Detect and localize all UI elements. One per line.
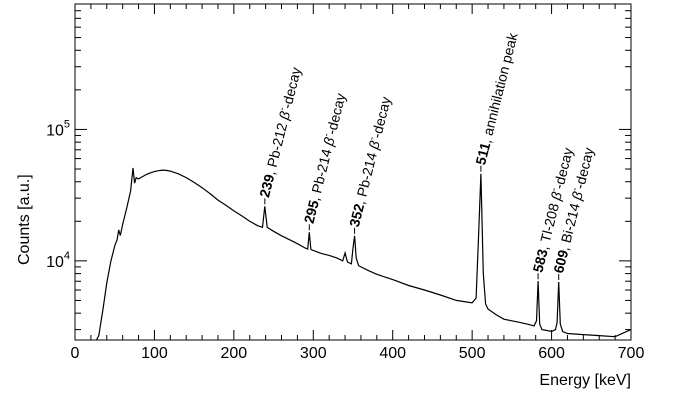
x-axis-title: Energy [keV] [539, 372, 631, 389]
x-tick-label: 100 [141, 345, 168, 362]
annotation-label: 295, Pb-214 β--decay [300, 91, 349, 225]
x-tick-label: 0 [71, 345, 80, 362]
peak-annotation: 239, Pb-212 β--decay [255, 65, 304, 205]
y-tick-label: 105 [46, 118, 70, 139]
x-tick-label: 400 [379, 345, 406, 362]
annotation-label: 239, Pb-212 β--decay [255, 65, 304, 199]
x-tick-label: 200 [221, 345, 248, 362]
y-tick-labels: 104 105 [46, 118, 70, 270]
x-tick-label: 300 [300, 345, 327, 362]
spectrum-line [95, 167, 632, 341]
plot-frame [74, 3, 632, 341]
x-tick-labels: 0 100 200 300 400 500 600 700 [71, 345, 645, 362]
peak-annotation: 511, annihilation peak [472, 30, 521, 172]
x-tick-label: 600 [538, 345, 565, 362]
y-axis-title: Counts [a.u.] [16, 174, 33, 265]
axis-ticks [74, 3, 632, 340]
peak-annotation: 295, Pb-214 β--decay [300, 91, 349, 231]
peak-annotation: 352, Pb-214 β--decay [345, 95, 394, 234]
x-tick-label: 500 [459, 345, 486, 362]
x-tick-label: 700 [618, 345, 645, 362]
annotation-label: 352, Pb-214 β--decay [345, 95, 394, 229]
y-tick-label: 104 [46, 250, 70, 271]
annotation-label: 511, annihilation peak [472, 30, 521, 166]
